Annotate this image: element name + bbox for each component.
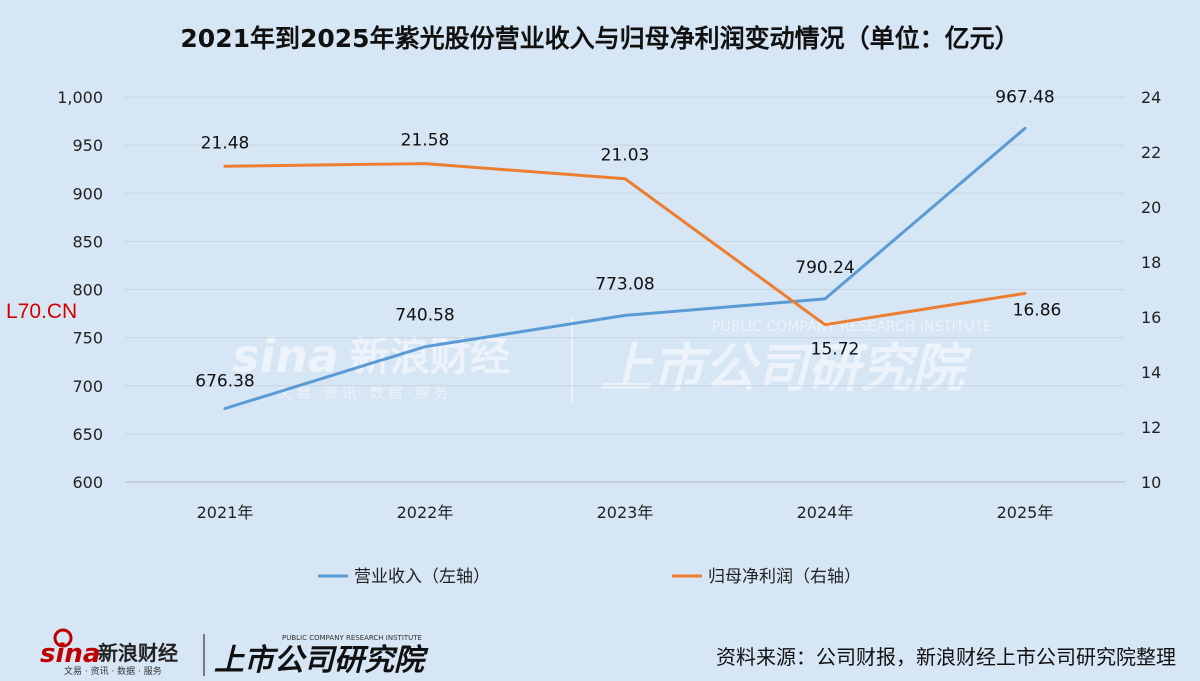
source-note: 资料来源：公司财报，新浪财经上市公司研究院整理 (716, 645, 1176, 669)
right-axis-tick-label: 10 (1141, 473, 1161, 492)
watermark-institute-cn: 上市公司研究院 (600, 339, 972, 399)
data-label: 676.38 (195, 371, 254, 391)
right-axis-tick-label: 18 (1141, 253, 1161, 272)
data-label: 21.58 (401, 131, 450, 151)
data-label: 773.08 (595, 274, 654, 294)
left-axis-tick-label: 800 (72, 281, 103, 300)
footer-sina-cn: 新浪财经 (98, 641, 178, 665)
series-line-revenue (223, 126, 1027, 410)
left-axis-tick-label: 600 (72, 473, 103, 492)
data-label: 21.03 (601, 146, 650, 166)
left-axis-tick-label: 950 (72, 136, 103, 155)
axes: 600 650 700 750 800 850 900 950 1,000 10 12 14 16 18 2… (57, 88, 1161, 522)
data-label: 21.48 (201, 133, 250, 153)
left-axis-tick-label: 700 (72, 377, 103, 396)
footer-sina-sub: 文易 · 资讯 · 数据 · 服务 (64, 665, 162, 677)
right-axis-tick-label: 22 (1141, 143, 1161, 162)
right-axis-tick-label: 16 (1141, 308, 1161, 327)
right-axis-tick-label: 14 (1141, 363, 1161, 382)
legend: 营业收入（左轴） 归母净利润（右轴） (318, 567, 861, 587)
left-axis-tick-label: 650 (72, 425, 103, 444)
watermark-sina-sub: 文 易 · 资 讯 · 数 据 · 服 务 (278, 386, 448, 402)
x-axis-tick-label: 2024年 (797, 503, 854, 522)
left-axis-tick-label: 750 (72, 329, 103, 348)
corner-mark: L70.CN (6, 300, 77, 323)
chart-title: 2021年到2025年紫光股份营业收入与归母净利润变动情况（单位：亿元） (180, 24, 1019, 53)
watermark-institute-en: PUBLIC COMPANY RESEARCH INSTITUTE (712, 319, 992, 335)
grid (125, 96, 1125, 483)
watermark: sina 新浪财经 文 易 · 资 讯 · 数 据 · 服 务 PUBLIC C… (232, 318, 992, 402)
data-label: 790.24 (795, 258, 854, 278)
x-axis-tick-label: 2025年 (997, 503, 1054, 522)
footer: sina 新浪财经 文易 · 资讯 · 数据 · 服务 PUBLIC COMPA… (40, 628, 1176, 678)
x-axis-tick-label: 2023年 (597, 503, 654, 522)
series-line-net-profit (223, 162, 1027, 327)
data-label: 740.58 (395, 306, 454, 326)
right-axis-tick-label: 24 (1141, 88, 1161, 107)
legend-label-net-profit: 归母净利润（右轴） (708, 567, 861, 587)
data-label: 16.86 (1013, 300, 1062, 320)
right-axis-tick-label: 12 (1141, 418, 1161, 437)
legend-label-revenue: 营业收入（左轴） (354, 567, 490, 587)
sina-eye-icon (53, 628, 73, 648)
series-layer (223, 126, 1027, 410)
watermark-sina-cn: 新浪财经 (350, 334, 510, 380)
x-axis-tick-label: 2022年 (397, 503, 454, 522)
footer-institute-cn: 上市公司研究院 (214, 643, 429, 678)
left-axis-tick-label: 850 (72, 232, 103, 251)
right-axis-tick-label: 20 (1141, 198, 1161, 217)
x-axis-tick-label: 2021年 (197, 503, 254, 522)
data-label: 15.72 (811, 340, 860, 360)
data-labels: 676.38 740.58 773.08 790.24 967.48 21.48 21.58… (195, 87, 1061, 391)
left-axis-tick-label: 900 (72, 184, 103, 203)
footer-sina-logo: sina (40, 639, 100, 669)
left-axis-tick-label: 1,000 (57, 88, 103, 107)
data-label: 967.48 (995, 87, 1054, 107)
footer-institute-en: PUBLIC COMPANY RESEARCH INSTITUTE (282, 634, 422, 642)
